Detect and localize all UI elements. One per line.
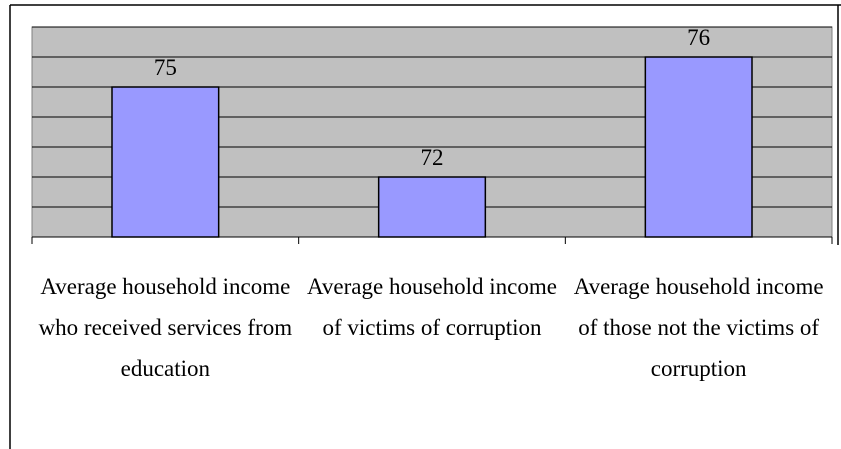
value-label: 72: [421, 145, 444, 170]
x-tick-label: Average household income who received se…: [38, 274, 293, 381]
x-tick-label: Average household income of those not th…: [573, 274, 824, 381]
value-label: 75: [154, 55, 177, 80]
bar: [644, 56, 753, 238]
value-label: 76: [687, 25, 710, 50]
bar: [111, 86, 220, 238]
x-tick-label: Average household income of victims of c…: [307, 274, 557, 340]
bar: [377, 176, 487, 238]
